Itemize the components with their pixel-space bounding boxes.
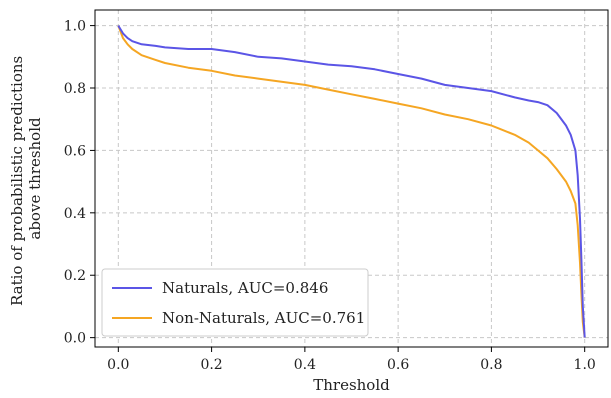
- x-tick-label: 0.0: [107, 357, 129, 373]
- y-axis-label-line-2: above threshold: [26, 117, 44, 240]
- y-tick-label: 1.0: [64, 19, 86, 35]
- x-tick-label: 0.2: [200, 357, 222, 373]
- ticks: 0.0 0.2 0.4 0.6 0.8 1.0 0.0 0.2 0.4 0.6 0.8 1.0: [64, 19, 596, 373]
- legend: Naturals, AUC=0.846 Non-Naturals, AUC=0.…: [101, 268, 369, 337]
- x-tick-label: 0.4: [294, 357, 316, 373]
- y-axis-label-line-1: Ratio of probabilistic predictions: [8, 56, 26, 306]
- legend-box: [101, 268, 369, 337]
- y-tick-label: 0.8: [64, 81, 86, 97]
- grid: [95, 10, 608, 347]
- legend-label-non-naturals: Non-Naturals, AUC=0.761: [162, 309, 365, 327]
- y-axis-label: Ratio of probabilistic predictions above…: [8, 51, 44, 306]
- y-tick-label: 0.4: [64, 206, 86, 222]
- y-tick-label: 0.0: [64, 331, 86, 347]
- plot-frame: [94, 9, 609, 348]
- series-line-naturals: [117, 25, 586, 338]
- series-layer: [117, 25, 586, 338]
- y-tick-label: 0.2: [64, 268, 86, 284]
- x-tick-label: 0.6: [387, 357, 409, 373]
- series-line-non-naturals: [117, 25, 586, 338]
- x-axis-label: Threshold: [313, 376, 390, 394]
- x-tick-label: 1.0: [574, 357, 596, 373]
- x-tick-label: 0.8: [480, 357, 502, 373]
- y-tick-label: 0.6: [64, 143, 86, 159]
- legend-label-naturals: Naturals, AUC=0.846: [162, 279, 328, 297]
